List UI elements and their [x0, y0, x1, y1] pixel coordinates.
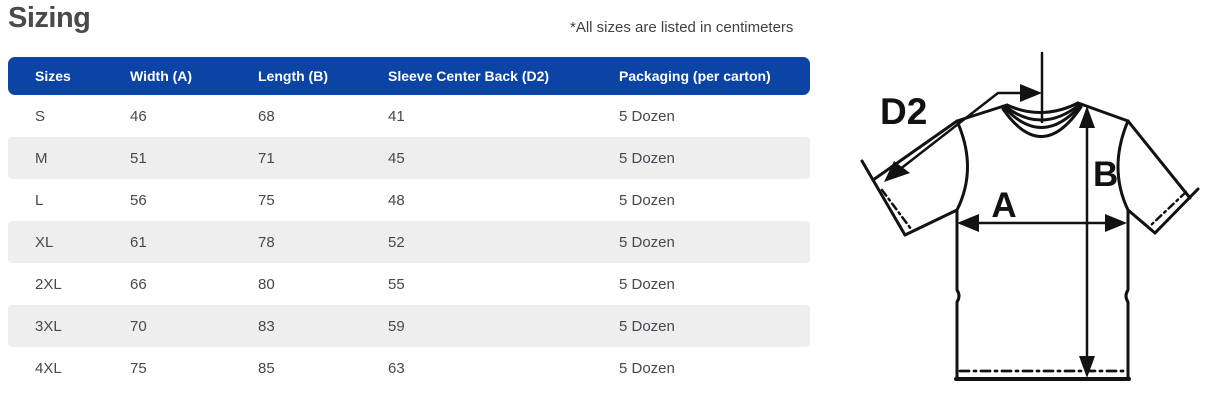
tshirt-diagram: D2 A B: [860, 51, 1200, 381]
table-cell: 75: [258, 191, 275, 209]
table-cell: 80: [258, 275, 275, 293]
table-cell: 78: [258, 233, 275, 251]
table-row: 3XL 70 83 59 5 Dozen: [8, 305, 810, 347]
table-cell: 55: [388, 275, 405, 293]
units-note: *All sizes are listed in centimeters: [570, 19, 794, 36]
sizing-table: Sizes Width (A) Length (B) Sleeve Center Ba…: [8, 57, 810, 389]
column-header: Width (A): [130, 68, 193, 84]
table-cell: 75: [130, 359, 147, 377]
table-cell: 63: [388, 359, 405, 377]
table-body: S 46 68 41 5 Dozen M 51 71 45 5 Dozen L 56 75 48 5 Doz…: [8, 95, 810, 389]
table-cell: M: [35, 149, 48, 167]
table-row: S 46 68 41 5 Dozen: [8, 95, 810, 137]
table-cell: 41: [388, 107, 405, 125]
table-cell: 2XL: [35, 275, 62, 293]
table-cell: 85: [258, 359, 275, 377]
arrowheads: [884, 84, 1127, 378]
table-cell: 52: [388, 233, 405, 251]
table-cell: L: [35, 191, 44, 209]
table-cell: 68: [258, 107, 275, 125]
table-cell: 5 Dozen: [619, 191, 675, 209]
table-cell: 70: [130, 317, 147, 335]
table-cell: 59: [388, 317, 405, 335]
table-cell: 61: [130, 233, 147, 251]
table-cell: 5 Dozen: [619, 233, 675, 251]
table-cell: 5 Dozen: [619, 107, 675, 125]
tshirt-outline: [860, 51, 1200, 381]
table-cell: 46: [130, 107, 147, 125]
table-cell: 5 Dozen: [619, 317, 675, 335]
table-header-row: Sizes Width (A) Length (B) Sleeve Center Ba…: [8, 57, 810, 95]
table-cell: S: [35, 107, 46, 125]
table-row: M 51 71 45 5 Dozen: [8, 137, 810, 179]
table-cell: 51: [130, 149, 147, 167]
table-cell: 48: [388, 191, 405, 209]
table-row: 4XL 75 85 63 5 Dozen: [8, 347, 810, 389]
table-row: L 56 75 48 5 Dozen: [8, 179, 810, 221]
table-cell: 3XL: [35, 317, 62, 335]
label-d2: D2: [880, 91, 927, 132]
table-cell: 83: [258, 317, 275, 335]
table-cell: 5 Dozen: [619, 275, 675, 293]
table-cell: 45: [388, 149, 405, 167]
column-header: Length (B): [258, 68, 328, 84]
table-cell: 5 Dozen: [619, 149, 675, 167]
column-header: Sleeve Center Back (D2): [388, 68, 550, 84]
column-header: Packaging (per carton): [619, 68, 771, 84]
table-cell: 4XL: [35, 359, 62, 377]
table-cell: 66: [130, 275, 147, 293]
label-a: A: [991, 186, 1016, 225]
table-cell: XL: [35, 233, 54, 251]
column-header: Sizes: [35, 68, 71, 84]
page-title: Sizing: [8, 2, 91, 34]
table-cell: 71: [258, 149, 275, 167]
table-cell: 56: [130, 191, 147, 209]
table-row: 2XL 66 80 55 5 Dozen: [8, 263, 810, 305]
table-cell: 5 Dozen: [619, 359, 675, 377]
label-b: B: [1093, 155, 1118, 194]
table-row: XL 61 78 52 5 Dozen: [8, 221, 810, 263]
measurement-arrows: [888, 91, 1125, 375]
